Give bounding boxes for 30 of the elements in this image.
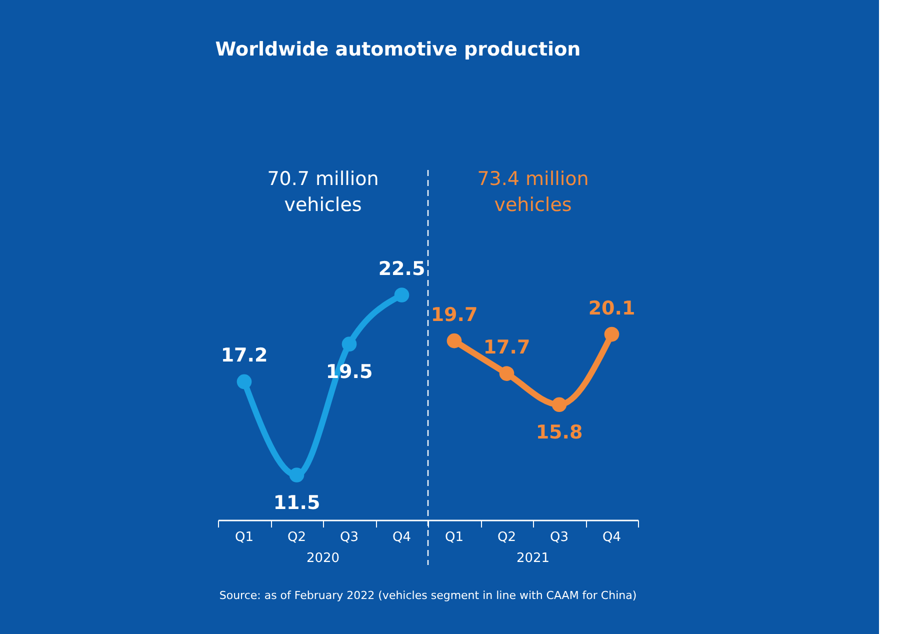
data-label: 17.7 <box>483 336 530 359</box>
text: 73.4 million vehicles <box>477 168 589 216</box>
data-label: 19.5 <box>326 361 373 384</box>
data-label: 20.1 <box>588 297 636 320</box>
point <box>289 468 304 482</box>
x-tick-label: Q4 <box>602 530 622 545</box>
point <box>604 326 620 342</box>
x-tick-label: Q3 <box>550 530 569 545</box>
data-label: 17.2 <box>220 344 268 367</box>
text: 70.7 million vehicles <box>267 168 379 216</box>
x-tick-label: Q1 <box>444 530 464 545</box>
point <box>342 336 357 352</box>
text: 2020 <box>306 551 340 566</box>
data-label: 22.5 <box>378 258 426 280</box>
text: 2021 <box>516 551 550 566</box>
x-tick-label: Q3 <box>340 530 359 545</box>
x-tick-label: Q2 <box>497 530 516 545</box>
data-label: 19.7 <box>430 304 478 326</box>
point <box>552 397 567 412</box>
data-label: 15.8 <box>536 422 583 444</box>
point <box>499 366 514 381</box>
point <box>394 288 410 302</box>
point <box>236 374 252 390</box>
point <box>446 333 462 348</box>
source-note: Source: as of February 2022 (vehicles segment in line with CAAM for China) <box>219 589 637 602</box>
chart-title: Worldwide automotive production <box>215 38 581 60</box>
data-label: 11.5 <box>273 492 320 514</box>
x-tick-label: Q2 <box>287 530 306 545</box>
x-tick-label: Q4 <box>392 530 412 545</box>
x-tick-label: Q1 <box>234 530 254 545</box>
